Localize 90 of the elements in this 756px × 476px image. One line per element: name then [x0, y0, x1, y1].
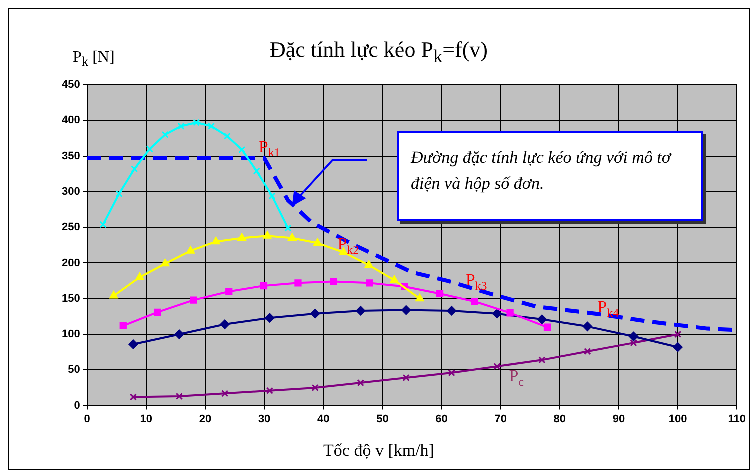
point: [253, 168, 260, 175]
point: [448, 369, 456, 377]
point: [190, 296, 198, 304]
chart-title: Đặc tính lực kéo P$_{k}$=f(v): [270, 37, 488, 66]
point: [238, 234, 246, 242]
point: [494, 363, 501, 370]
point: [584, 348, 592, 356]
point: [238, 146, 246, 154]
y-tick-label: 250: [62, 222, 80, 234]
x-tick-label: 90: [612, 413, 626, 426]
y-axis-title: P$_{k}$ [N]: [73, 49, 115, 70]
point: [263, 231, 272, 239]
point: [100, 221, 107, 228]
point: [226, 288, 233, 296]
y-tick-label: 300: [62, 186, 80, 198]
x-tick-label: 50: [376, 413, 389, 426]
point: [154, 308, 162, 316]
y-tick-label: 100: [62, 328, 80, 341]
point: [402, 374, 410, 382]
point: [268, 192, 276, 200]
point: [314, 238, 322, 246]
point: [224, 132, 231, 140]
y-tick-label: 50: [68, 364, 80, 376]
y-tick-label: 350: [62, 150, 80, 162]
point: [471, 298, 478, 306]
point: [630, 339, 638, 347]
x-tick-label: 110: [728, 413, 746, 426]
x-tick-label: 60: [436, 413, 448, 426]
point: [193, 119, 200, 126]
point: [357, 379, 364, 387]
point: [364, 260, 374, 268]
x-tick-label: 10: [140, 413, 153, 426]
point: [116, 190, 123, 198]
point: [128, 340, 138, 350]
x-tick-label: 80: [554, 413, 566, 426]
x-tick-label: 0: [84, 413, 90, 426]
x-tick-label: 30: [258, 413, 271, 426]
x-axis-title: Tốc độ v [km/h]: [322, 441, 436, 461]
callout-box: Đường đặc tính lực kéo ứng với mô tơ điện và hộp số đơn.: [397, 131, 703, 221]
point: [136, 272, 144, 280]
y-tick-label: 200: [62, 257, 80, 270]
point: [162, 131, 169, 138]
x-tick-label: 40: [318, 413, 330, 426]
point: [288, 234, 297, 242]
point: [131, 166, 138, 173]
point: [294, 280, 302, 287]
point: [390, 276, 399, 284]
annotation: Đường đặc tính lực kéo ứng với mô tơ điện và hộp số đơn.: [411, 148, 671, 192]
point: [330, 278, 338, 286]
point: [402, 306, 412, 316]
point: [265, 313, 275, 323]
x-tick-label: 100: [668, 413, 688, 426]
point: [310, 309, 320, 319]
point: [178, 122, 185, 130]
point: [284, 224, 292, 232]
point: [312, 384, 319, 392]
point: [447, 306, 457, 316]
point: [120, 322, 127, 330]
point: [416, 294, 424, 302]
point: [582, 322, 592, 332]
x-tick-label: 20: [199, 413, 212, 426]
point: [161, 259, 170, 267]
y-tick-label: 400: [62, 114, 80, 127]
point: [506, 310, 514, 317]
point: [629, 332, 639, 342]
point: [544, 324, 552, 331]
point: [260, 282, 268, 290]
point: [130, 394, 138, 401]
point: [110, 291, 118, 299]
point: [492, 309, 502, 319]
y-tick-label: 0: [74, 400, 80, 412]
point: [266, 387, 274, 394]
point: [220, 320, 230, 330]
point: [674, 330, 682, 338]
y-tick-label: 150: [62, 292, 80, 305]
point: [174, 330, 184, 340]
point: [673, 342, 683, 352]
point: [537, 314, 547, 324]
point: [436, 290, 444, 298]
point: [221, 390, 229, 398]
x-tick-label: 70: [494, 413, 507, 426]
point: [176, 392, 184, 400]
y-tick-label: 450: [62, 79, 80, 92]
point: [366, 280, 374, 287]
point: [208, 122, 215, 130]
point: [356, 306, 366, 316]
point: [186, 246, 195, 254]
point: [146, 146, 154, 153]
point: [212, 237, 220, 245]
point: [538, 356, 546, 364]
